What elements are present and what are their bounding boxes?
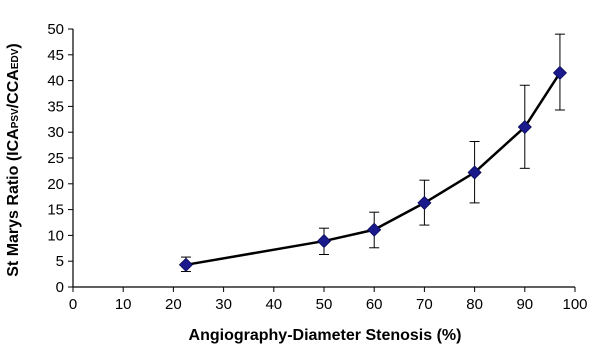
y-axis-title-sub2: EDV	[10, 48, 21, 69]
y-axis-title-middle: /CCA	[5, 69, 22, 109]
data-point	[367, 222, 382, 237]
y-tick-label: 50	[47, 21, 64, 38]
x-tick-label: 20	[165, 296, 182, 313]
y-tick-label: 25	[47, 150, 64, 167]
data-point	[316, 234, 332, 249]
x-tick-label: 50	[316, 296, 333, 313]
x-tick-label: 40	[265, 296, 282, 313]
axes	[68, 28, 576, 292]
x-tick-label: 0	[69, 296, 77, 313]
x-tick-label: 80	[466, 296, 483, 313]
y-tick-label: 15	[47, 202, 64, 219]
y-tick-label: 0	[56, 279, 64, 296]
x-tick-label: 90	[516, 296, 533, 313]
data-point	[178, 257, 194, 272]
y-tick-label: 35	[47, 98, 64, 115]
series-line	[185, 72, 561, 267]
x-tick-label: 30	[215, 296, 232, 313]
y-axis-title-prefix: St Marys Ratio (ICA	[5, 128, 22, 277]
series-line-group	[185, 72, 561, 267]
x-axis-title: Angiography-Diameter Stenosis (%)	[189, 327, 462, 344]
y-tick-label: 45	[47, 47, 64, 64]
x-tick-label: 70	[416, 296, 433, 313]
data-point	[517, 119, 532, 135]
data-point	[552, 65, 568, 80]
x-tick-label: 100	[562, 296, 587, 313]
y-tick-label: 30	[47, 124, 64, 141]
y-tick-label: 10	[47, 227, 64, 244]
y-tick-label: 5	[56, 253, 64, 270]
y-tick-label: 20	[47, 176, 64, 193]
y-tick-label: 40	[47, 73, 64, 90]
x-tick-label: 60	[366, 296, 383, 313]
data-point	[417, 195, 432, 210]
tick-labels: 0 5 10 15 20 25 30 35 40 45 50 0 10 20 30 40 50 60 70 80 90 1…	[47, 21, 587, 313]
y-axis-title-suffix: )	[5, 43, 22, 48]
y-axis-title-sub1: PSV	[10, 108, 21, 128]
data-points	[178, 65, 568, 272]
x-tick-label: 10	[115, 296, 132, 313]
error-bars	[180, 33, 565, 273]
y-axis-title: St Marys Ratio (ICAPSV/CCAEDV)	[5, 43, 22, 276]
data-point	[467, 165, 482, 180]
